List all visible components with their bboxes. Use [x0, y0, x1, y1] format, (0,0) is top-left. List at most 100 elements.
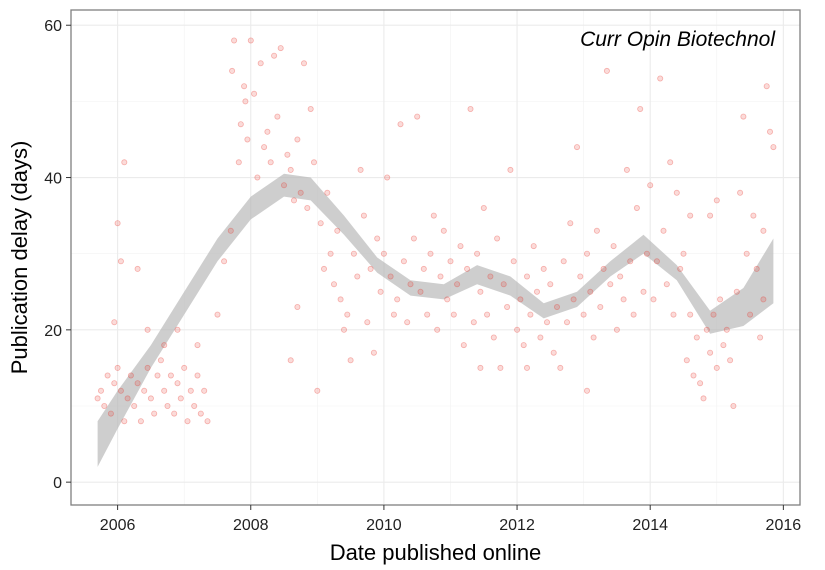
- data-point: [360, 212, 367, 219]
- data-point: [497, 364, 504, 371]
- data-point: [124, 395, 131, 402]
- data-point: [584, 387, 591, 394]
- data-point: [261, 144, 268, 151]
- data-point: [384, 174, 391, 181]
- x-tick-label: 2010: [366, 517, 402, 534]
- data-point: [687, 212, 694, 219]
- panel-border: [70, 9, 801, 506]
- data-point: [350, 250, 357, 257]
- data-point: [743, 250, 750, 257]
- data-point: [242, 98, 249, 105]
- data-point: [763, 83, 770, 90]
- data-point: [527, 311, 534, 318]
- data-point: [121, 418, 128, 425]
- data-point: [410, 235, 417, 242]
- data-point: [235, 159, 242, 166]
- data-point: [147, 395, 154, 402]
- data-point: [710, 311, 717, 318]
- data-point: [667, 159, 674, 166]
- data-point: [633, 204, 640, 211]
- data-point: [111, 319, 118, 326]
- data-point: [271, 52, 278, 59]
- data-point: [164, 402, 171, 409]
- data-point: [733, 288, 740, 295]
- data-point: [201, 387, 208, 394]
- data-point: [204, 418, 211, 425]
- data-point: [660, 227, 667, 234]
- data-point: [171, 410, 178, 417]
- data-point: [544, 319, 551, 326]
- data-point: [457, 243, 464, 250]
- data-point: [537, 334, 544, 341]
- data-point: [144, 326, 151, 333]
- data-point: [417, 288, 424, 295]
- data-point: [750, 212, 757, 219]
- data-point: [114, 220, 121, 227]
- data-point: [487, 273, 494, 280]
- data-point: [620, 296, 627, 303]
- data-point: [510, 258, 517, 265]
- data-point: [287, 166, 294, 173]
- data-point: [494, 235, 501, 242]
- data-point: [480, 204, 487, 211]
- data-point: [194, 342, 201, 349]
- data-point: [434, 326, 441, 333]
- y-axis-title: Publication delay (days): [7, 141, 32, 375]
- data-point: [324, 189, 331, 196]
- data-point: [440, 227, 447, 234]
- data-point: [580, 311, 587, 318]
- data-point: [251, 90, 258, 97]
- data-point: [700, 395, 707, 402]
- data-point: [367, 265, 374, 272]
- data-point: [227, 227, 234, 234]
- data-point: [177, 395, 184, 402]
- data-point: [320, 265, 327, 272]
- data-point: [504, 303, 511, 310]
- data-point: [707, 349, 714, 356]
- data-point: [737, 189, 744, 196]
- data-point: [364, 319, 371, 326]
- data-point: [673, 189, 680, 196]
- data-point: [584, 250, 591, 257]
- data-point: [297, 189, 304, 196]
- data-point: [167, 372, 174, 379]
- data-point: [247, 37, 254, 44]
- data-point: [394, 296, 401, 303]
- data-point: [477, 288, 484, 295]
- x-tick-label: 2012: [499, 517, 535, 534]
- data-point: [284, 151, 291, 158]
- data-point: [653, 258, 660, 265]
- data-point: [577, 273, 584, 280]
- data-point: [760, 296, 767, 303]
- data-point: [334, 227, 341, 234]
- data-point: [127, 372, 134, 379]
- data-point: [693, 334, 700, 341]
- data-point: [141, 387, 148, 394]
- data-point: [420, 265, 427, 272]
- data-point: [317, 220, 324, 227]
- y-tick-label: 0: [53, 475, 62, 492]
- data-point: [623, 166, 630, 173]
- data-point: [530, 243, 537, 250]
- data-point: [643, 250, 650, 257]
- data-point: [610, 243, 617, 250]
- data-point: [427, 250, 434, 257]
- x-tick-label: 2006: [100, 517, 136, 534]
- data-point: [567, 220, 574, 227]
- x-tick-label: 2014: [632, 517, 668, 534]
- data-point: [387, 273, 394, 280]
- data-point: [524, 364, 531, 371]
- data-point: [640, 288, 647, 295]
- data-point: [337, 296, 344, 303]
- data-point: [574, 144, 581, 151]
- data-point: [703, 326, 710, 333]
- data-point: [197, 410, 204, 417]
- data-point: [121, 159, 128, 166]
- data-point: [647, 182, 654, 189]
- data-point: [570, 296, 577, 303]
- data-point: [114, 364, 121, 371]
- data-point: [500, 281, 507, 288]
- data-point: [98, 387, 105, 394]
- y-tick-label: 60: [44, 18, 62, 35]
